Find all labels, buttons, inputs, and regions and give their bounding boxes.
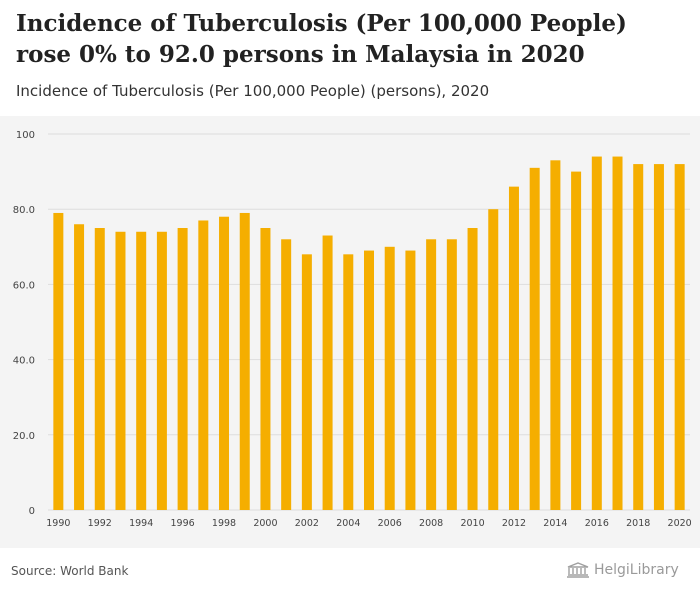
bar-2001 — [281, 239, 292, 510]
bar-2000 — [260, 228, 271, 510]
x-tick-label: 2020 — [668, 518, 692, 529]
bar-1990 — [53, 212, 64, 510]
x-tick-label: 2000 — [253, 518, 277, 529]
bar-1991 — [74, 224, 85, 510]
y-tick-label: 60.0 — [13, 280, 35, 291]
bar-2004 — [343, 254, 354, 510]
x-tick-label: 2014 — [543, 518, 567, 529]
bar-2019 — [653, 164, 664, 510]
x-tick-label: 2004 — [336, 518, 360, 529]
x-tick-label: 2010 — [460, 518, 484, 529]
bar-2007 — [405, 250, 416, 510]
helgi-library-logo: HelgiLibrary — [566, 562, 679, 578]
bar-2014 — [550, 160, 561, 510]
bar-2006 — [384, 246, 395, 511]
y-tick-label: 40.0 — [13, 356, 35, 367]
bar-2002 — [301, 254, 312, 510]
source-note: Source: World Bank — [11, 564, 129, 578]
bar-1998 — [219, 216, 230, 510]
library-building-icon — [567, 562, 589, 578]
bar-2009 — [446, 239, 457, 510]
x-tick-label: 1996 — [171, 518, 195, 529]
bar-1995 — [156, 231, 167, 510]
bar-1992 — [94, 228, 105, 510]
chart-subtitle: Incidence of Tuberculosis (Per 100,000 P… — [16, 82, 490, 100]
x-tick-label: 2002 — [295, 518, 319, 529]
x-tick-label: 2008 — [419, 518, 443, 529]
y-tick-label: 80.0 — [13, 205, 35, 216]
bar-2003 — [322, 235, 333, 510]
y-tick-label: 20.0 — [13, 431, 35, 442]
x-tick-label: 2012 — [502, 518, 526, 529]
x-tick-label: 1990 — [46, 518, 70, 529]
bar-2018 — [633, 164, 644, 510]
x-tick-label: 2006 — [378, 518, 402, 529]
bar-2005 — [364, 250, 374, 510]
bar-1994 — [136, 231, 147, 510]
bar-2017 — [612, 156, 623, 510]
x-tick-label: 1998 — [212, 518, 236, 529]
bar-2015 — [571, 171, 582, 510]
x-tick-label: 2016 — [585, 518, 609, 529]
x-tick-label: 2018 — [626, 518, 650, 529]
bar-chart: 0 20.0 40.0 60.0 80.0 100 1990 1992 1994 1996 1998… — [13, 130, 692, 529]
bar-2016 — [591, 156, 602, 510]
chart-title: Incidence of Tuberculosis (Per 100,000 P… — [16, 10, 627, 68]
y-tick-label: 100 — [16, 130, 35, 141]
bar-2012 — [508, 186, 519, 510]
bar-2020 — [674, 164, 685, 510]
bar-1997 — [198, 220, 209, 510]
bar-1999 — [239, 212, 250, 510]
bar-2010 — [467, 228, 478, 510]
y-tick-label: 0 — [29, 506, 35, 517]
bar-1996 — [177, 228, 188, 510]
x-tick-label: 1994 — [129, 518, 153, 529]
bar-1993 — [115, 231, 126, 510]
x-tick-label: 1992 — [88, 518, 112, 529]
logo-text: HelgiLibrary — [594, 562, 679, 578]
bar-2013 — [529, 167, 540, 510]
bar-2008 — [426, 239, 437, 510]
bar-2011 — [488, 209, 499, 510]
